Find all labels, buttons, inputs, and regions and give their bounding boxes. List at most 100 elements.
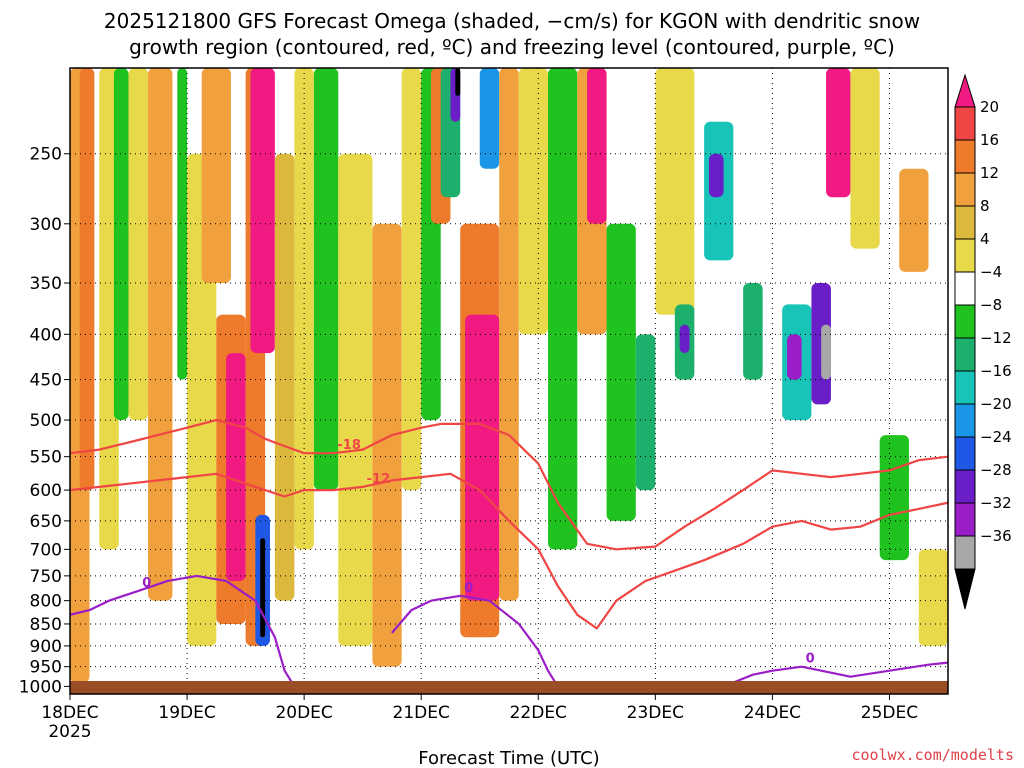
omega-band bbox=[260, 538, 266, 638]
chart-title-line-1: 2025121800 GFS Forecast Omega (shaded, −… bbox=[104, 9, 920, 33]
omega-band bbox=[518, 68, 549, 335]
omega-band bbox=[826, 68, 851, 198]
y-tick-label: 850 bbox=[30, 615, 62, 635]
colorbar: 20 16 12 8 4 −4 −8 −12 −16 −20 −24 −28 −32 −36 bbox=[954, 73, 1012, 610]
colorbar-tick-label: −8 bbox=[980, 296, 1002, 314]
colorbar-swatch bbox=[954, 535, 976, 570]
omega-band bbox=[372, 223, 402, 667]
omega-band bbox=[587, 68, 607, 224]
freezing-level-contour-label: 0 bbox=[806, 652, 815, 667]
omega-band bbox=[313, 68, 339, 491]
colorbar-swatch bbox=[954, 370, 976, 405]
x-tick-label: 23DEC bbox=[627, 703, 684, 723]
colorbar-swatch bbox=[954, 337, 976, 372]
colorbar-tick-label: −36 bbox=[980, 527, 1012, 545]
colorbar-tick-label: 20 bbox=[980, 98, 999, 116]
y-tick-label: 900 bbox=[30, 637, 62, 657]
colorbar-swatch bbox=[954, 304, 976, 339]
dgz-contour bbox=[70, 419, 948, 551]
y-tick-label: 650 bbox=[30, 512, 62, 532]
omega-band bbox=[401, 68, 422, 491]
omega-band bbox=[679, 324, 690, 354]
omega-band bbox=[177, 68, 188, 380]
dgz-contour-label: -12 bbox=[367, 472, 391, 487]
colorbar-swatch bbox=[954, 436, 976, 471]
terrain-strip bbox=[70, 681, 948, 694]
omega-band bbox=[479, 68, 500, 169]
dgz-contour bbox=[70, 472, 948, 630]
colorbar-tick-label: 4 bbox=[980, 230, 990, 248]
x-tick-label: 18DEC bbox=[41, 703, 98, 723]
omega-band bbox=[499, 68, 519, 601]
y-tick-label: 500 bbox=[30, 411, 62, 431]
colorbar-swatch bbox=[954, 271, 976, 306]
omega-band bbox=[465, 314, 500, 601]
omega-band bbox=[113, 68, 129, 421]
omega-band bbox=[635, 334, 656, 491]
omega-band bbox=[606, 223, 636, 521]
x-tick-year-label: 2025 bbox=[48, 722, 91, 742]
omega-band bbox=[787, 334, 802, 380]
colorbar-tick-label: −16 bbox=[980, 362, 1012, 380]
x-tick-label: 20DEC bbox=[275, 703, 332, 723]
colorbar-tick-label: 8 bbox=[980, 197, 990, 215]
dgz-contour-label: -18 bbox=[337, 438, 361, 453]
omega-band bbox=[743, 283, 763, 380]
y-tick-label: 600 bbox=[30, 481, 62, 501]
colorbar-swatch bbox=[954, 238, 976, 273]
omega-band bbox=[655, 68, 695, 315]
freezing-level-contour-label: 0 bbox=[464, 581, 473, 596]
omega-band bbox=[250, 68, 275, 354]
omega-band bbox=[548, 68, 578, 550]
x-axis-label: Forecast Time (UTC) bbox=[418, 748, 599, 768]
colorbar-swatch bbox=[954, 205, 976, 240]
y-tick-label: 750 bbox=[30, 567, 62, 587]
credit-text: coolwx.com/modelts bbox=[851, 746, 1014, 764]
y-axis: 2503003504004505005506006507007508008509… bbox=[19, 145, 70, 697]
colorbar-tick-label: −32 bbox=[980, 494, 1012, 512]
colorbar-swatch bbox=[954, 403, 976, 438]
omega-band bbox=[918, 549, 948, 646]
y-tick-label: 950 bbox=[30, 658, 62, 678]
y-tick-label: 450 bbox=[30, 371, 62, 391]
colorbar-swatch bbox=[954, 139, 976, 174]
colorbar-tick-label: −4 bbox=[980, 263, 1002, 281]
omega-band bbox=[79, 68, 95, 491]
omega-band bbox=[821, 324, 831, 380]
omega-band bbox=[455, 68, 461, 96]
plot-frame bbox=[69, 67, 949, 695]
colorbar-tick-label: 16 bbox=[980, 131, 999, 149]
contour-layer: -18 -12 0 0 0 bbox=[70, 419, 948, 687]
chart-title-line-2: growth region (contoured, red, ºC) and f… bbox=[129, 35, 895, 59]
colorbar-tick-label: −24 bbox=[980, 428, 1012, 446]
omega-shading-layer bbox=[70, 68, 948, 683]
omega-band bbox=[274, 153, 295, 601]
omega-band bbox=[128, 68, 149, 421]
colorbar-tick-label: 12 bbox=[980, 164, 999, 182]
y-tick-label: 400 bbox=[30, 325, 62, 345]
y-tick-label: 1000 bbox=[19, 677, 62, 697]
omega-band bbox=[338, 153, 373, 646]
omega-band bbox=[899, 168, 929, 272]
colorbar-swatch bbox=[954, 172, 976, 207]
freezing-level-contour bbox=[70, 574, 296, 687]
y-tick-label: 700 bbox=[30, 540, 62, 560]
colorbar-top-arrow bbox=[954, 73, 976, 108]
omega-band bbox=[201, 68, 231, 284]
colorbar-swatch bbox=[954, 469, 976, 504]
y-tick-label: 350 bbox=[30, 274, 62, 294]
colorbar-bottom-arrow bbox=[954, 568, 976, 610]
y-tick-label: 800 bbox=[30, 592, 62, 612]
x-tick-label: 25DEC bbox=[861, 703, 918, 723]
colorbar-tick-label: −28 bbox=[980, 461, 1012, 479]
plot-area: -18 -12 0 0 0 bbox=[69, 67, 949, 695]
freezing-level-contour-label: 0 bbox=[142, 576, 151, 591]
freezing-level-contour bbox=[391, 594, 559, 687]
omega-band bbox=[850, 68, 880, 249]
x-tick-label: 22DEC bbox=[510, 703, 567, 723]
colorbar-tick-label: −12 bbox=[980, 329, 1012, 347]
x-tick-label: 24DEC bbox=[744, 703, 801, 723]
colorbar-swatch bbox=[954, 502, 976, 537]
